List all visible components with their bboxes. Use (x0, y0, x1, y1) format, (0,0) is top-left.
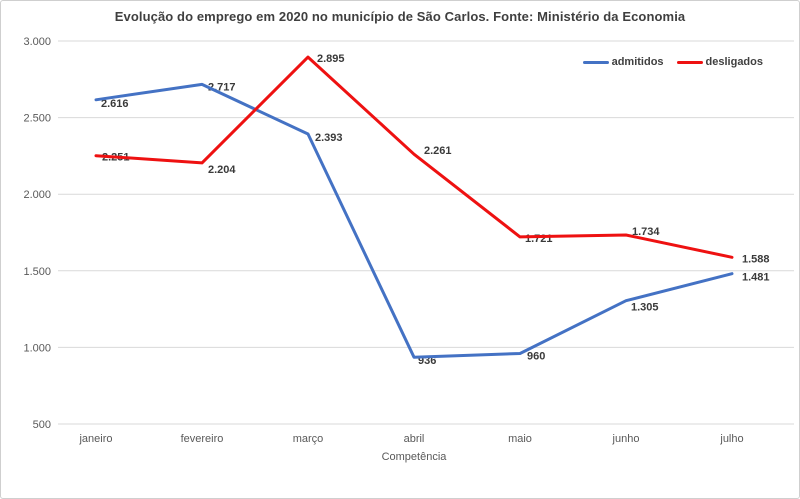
y-axis-tick-label: 3.000 (23, 36, 51, 48)
x-axis-tick-label: março (293, 433, 324, 445)
chart-title: Evolução do emprego em 2020 no município… (114, 9, 686, 24)
data-label-admitidos: 960 (527, 351, 545, 363)
x-axis-tick-label: abril (404, 433, 425, 445)
y-axis-tick-label: 1.500 (23, 266, 51, 278)
x-axis-title: Competência (382, 451, 448, 463)
legend-label-desligados: desligados (705, 56, 763, 68)
data-label-admitidos: 1.305 (631, 302, 659, 314)
admitidos-line-swatch (582, 60, 609, 64)
x-axis-tick-label: fevereiro (181, 433, 224, 445)
data-label-desligados: 2.895 (317, 53, 345, 65)
data-label-desligados: 2.261 (424, 145, 452, 157)
y-axis-tick-label: 500 (33, 419, 51, 431)
y-axis-tick-label: 1.000 (23, 342, 51, 354)
data-label-desligados: 1.721 (525, 233, 553, 245)
x-axis-tick-label: maio (508, 433, 532, 445)
legend-item-admitidos: admitidos (582, 56, 664, 68)
data-label-desligados: 2.204 (208, 164, 236, 176)
desligados-line (94, 55, 734, 259)
x-axis-tick-label: junho (612, 433, 640, 445)
x-axis-tick-label: janeiro (78, 433, 112, 445)
legend-label-admitidos: admitidos (611, 56, 664, 68)
x-axis-tick-label: julho (719, 433, 743, 445)
data-label-admitidos: 2.717 (208, 81, 236, 93)
data-label-admitidos: 2.393 (315, 132, 343, 144)
legend: admitidos desligados (582, 56, 763, 68)
desligados-line-swatch (676, 60, 703, 64)
data-label-desligados: 1.588 (742, 253, 770, 265)
data-label-desligados: 1.734 (632, 226, 660, 238)
data-label-admitidos: 1.481 (742, 272, 770, 284)
y-axis-tick-label: 2.500 (23, 113, 51, 125)
data-label-admitidos: 2.616 (101, 98, 129, 110)
legend-item-desligados: desligados (676, 56, 763, 68)
admitidos-line (94, 82, 734, 359)
y-axis-tick-label: 2.000 (23, 189, 51, 201)
